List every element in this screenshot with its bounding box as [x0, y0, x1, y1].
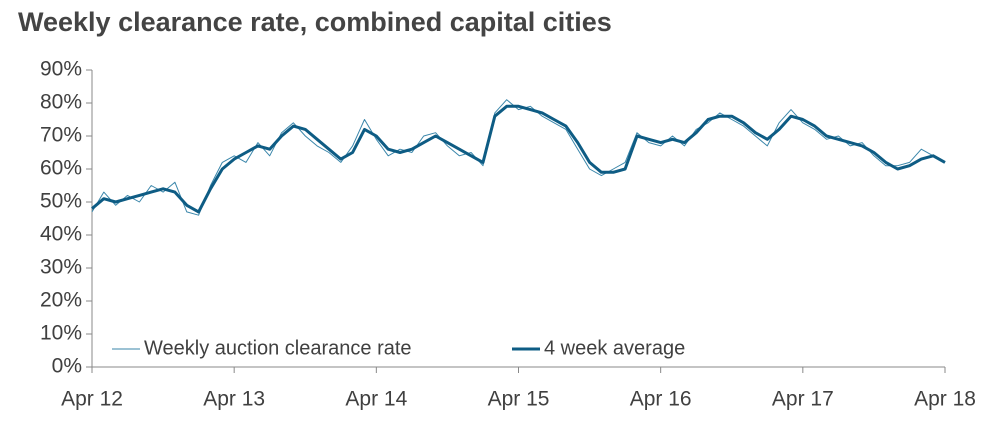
x-tick-label: Apr 14 — [345, 388, 407, 411]
y-tick-label: 30% — [40, 256, 82, 279]
series-line — [91, 104, 946, 214]
y-tick-label: 50% — [40, 190, 82, 213]
y-tick-label: 20% — [40, 289, 82, 312]
x-tick-label: Apr 16 — [630, 388, 692, 411]
series-line — [91, 99, 946, 216]
y-tick-label: 0% — [52, 355, 82, 378]
x-tick-label: Apr 18 — [914, 388, 976, 411]
x-tick-label: Apr 15 — [488, 388, 550, 411]
chart-title: Weekly clearance rate, combined capital … — [18, 7, 612, 37]
y-tick-label: 80% — [40, 91, 82, 114]
y-tick-label: 10% — [40, 322, 82, 345]
y-tick-label: 70% — [40, 124, 82, 147]
legend-label: Weekly auction clearance rate — [144, 337, 412, 359]
y-tick-label: 90% — [40, 58, 82, 81]
y-tick-label: 40% — [40, 223, 82, 246]
legend-label: 4 week average — [544, 337, 685, 359]
x-tick-label: Apr 17 — [772, 388, 834, 411]
x-tick-label: Apr 12 — [61, 388, 123, 411]
x-tick-label: Apr 13 — [203, 388, 265, 411]
y-tick-label: 60% — [40, 157, 82, 180]
